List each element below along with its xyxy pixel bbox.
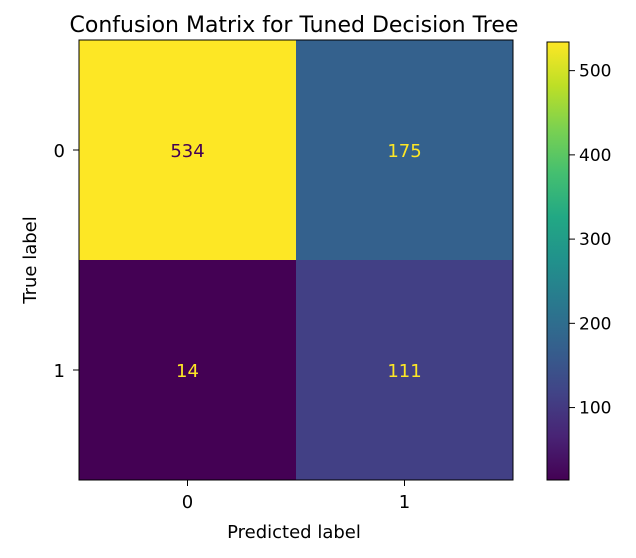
y-tick-label: 1 <box>54 361 65 382</box>
colorbar-ticks: 100 200 300 400 500 <box>569 62 611 419</box>
y-tick-label: 0 <box>54 141 65 162</box>
cell-value: 175 <box>387 141 421 162</box>
cell-value-labels: 534 175 14 111 <box>170 141 421 382</box>
heatmap-cells <box>79 40 513 480</box>
heatmap-cell <box>296 260 513 480</box>
x-tick-label: 0 <box>182 492 193 513</box>
heatmap-cell <box>79 260 296 480</box>
cell-value: 14 <box>176 361 199 382</box>
colorbar-tick-label: 400 <box>579 146 611 166</box>
x-axis-label: Predicted label <box>227 522 361 543</box>
x-tick-label: 1 <box>399 492 410 513</box>
plot-frame <box>78 39 514 481</box>
colorbar-tick-label: 100 <box>579 399 611 419</box>
colorbar-tick-label: 200 <box>579 314 611 334</box>
cell-value: 111 <box>387 361 421 382</box>
heatmap-cell <box>296 40 513 260</box>
colorbar-tick-label: 300 <box>579 230 611 250</box>
colorbar <box>546 41 570 481</box>
cell-value: 534 <box>170 141 204 162</box>
chart-title: Confusion Matrix for Tuned Decision Tree <box>70 13 519 38</box>
heatmap-cell <box>79 40 296 260</box>
colorbar-tick-label: 500 <box>579 62 611 82</box>
y-axis-ticks: 01 <box>54 141 79 382</box>
y-axis-label: True label <box>20 216 41 305</box>
